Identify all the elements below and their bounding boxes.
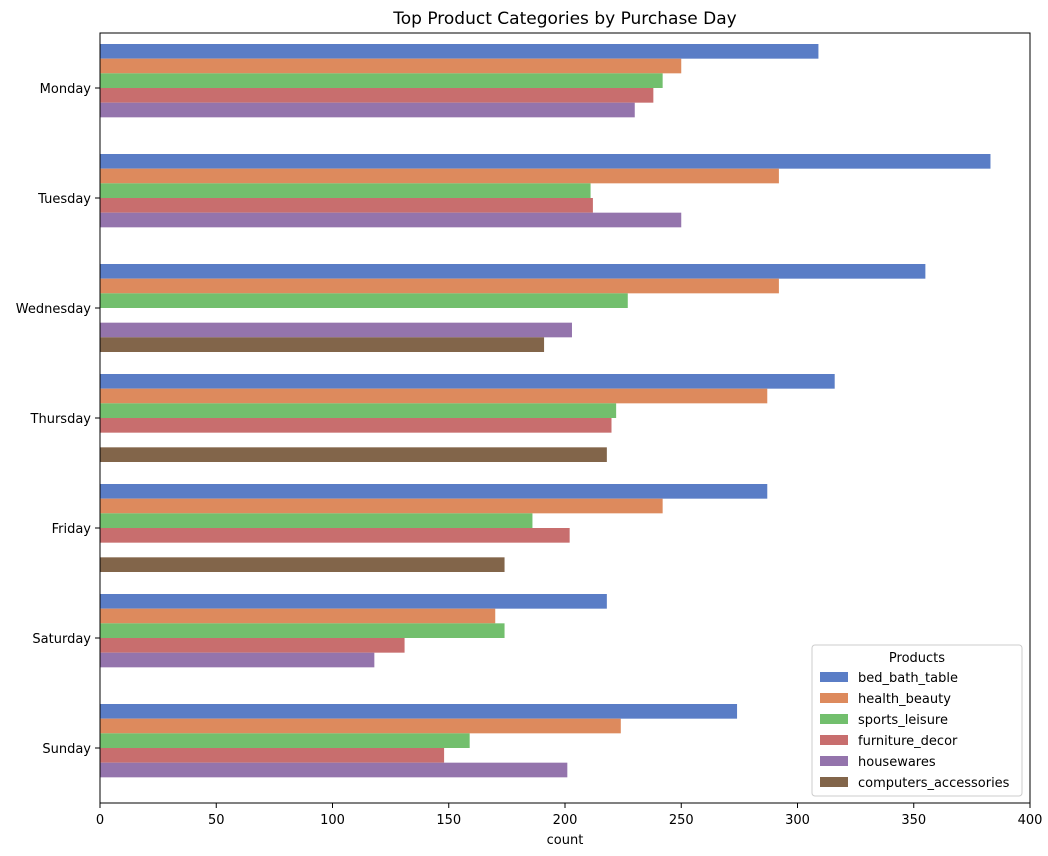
legend-entry: furniture_decor <box>858 734 958 749</box>
legend-swatch <box>820 756 848 766</box>
y-tick-label: Friday <box>52 522 92 537</box>
y-tick-label: Saturday <box>32 632 91 647</box>
bar-thursday-health-beauty <box>100 388 768 404</box>
x-tick-label: 0 <box>96 813 104 828</box>
bar-wednesday-housewares <box>100 322 572 338</box>
bar-monday-sports-leisure <box>100 73 663 88</box>
bar-monday-furniture-decor <box>100 88 654 103</box>
bar-tuesday-sports-leisure <box>100 183 591 198</box>
legend-title: Products <box>889 651 945 666</box>
bar-saturday-health-beauty <box>100 608 496 624</box>
x-tick-label: 400 <box>1018 813 1043 828</box>
x-tick-label: 350 <box>901 813 926 828</box>
x-axis: 0 50 100 150 200 250 300 350 400 <box>96 803 1043 828</box>
bar-saturday-furniture-decor <box>100 638 405 653</box>
legend: Products bed_bath_table health_beautysport… <box>811 644 1023 797</box>
bar-thursday-furniture-decor <box>100 418 612 433</box>
y-tick-label: Tuesday <box>37 192 91 207</box>
bar-saturday-bed-bath-table <box>100 594 607 609</box>
legend-swatch <box>820 714 848 724</box>
bar-monday-housewares <box>100 102 635 118</box>
y-tick-label: Sunday <box>42 742 91 757</box>
x-axis-label: count <box>547 833 584 848</box>
bar-tuesday-health-beauty <box>100 168 779 184</box>
bar-friday-bed-bath-table <box>100 484 768 499</box>
bar-sunday-health-beauty <box>100 718 621 734</box>
bar-thursday-bed-bath-table <box>100 374 835 389</box>
bar-thursday-sports-leisure <box>100 403 617 418</box>
bar-friday-computers-accessories <box>100 557 505 572</box>
bar-sunday-bed-bath-table <box>100 704 738 719</box>
bar-saturday-housewares <box>100 652 375 668</box>
x-tick-label: 300 <box>785 813 810 828</box>
y-tick-label: Monday <box>40 82 92 97</box>
bars-layer <box>100 44 991 778</box>
legend-entry: health_beauty <box>858 692 951 707</box>
x-tick-label: 50 <box>208 813 225 828</box>
x-tick-label: 250 <box>669 813 694 828</box>
chart-title: Top Product Categories by Purchase Day <box>392 9 737 29</box>
legend-entry: bed_bath_table <box>858 671 958 686</box>
legend-swatch <box>820 672 848 682</box>
x-tick-label: 100 <box>320 813 345 828</box>
bar-sunday-sports-leisure <box>100 733 470 748</box>
bar-wednesday-health-beauty <box>100 278 779 294</box>
legend-box <box>811 644 1023 797</box>
legend-entry: computers_accessories <box>858 776 1010 791</box>
bar-monday-bed-bath-table <box>100 44 819 59</box>
legend-swatch <box>820 693 848 703</box>
y-tick-label: Wednesday <box>16 302 92 317</box>
y-tick-label: Thursday <box>30 412 92 427</box>
bar-tuesday-housewares <box>100 212 682 228</box>
bar-sunday-housewares <box>100 762 568 778</box>
bar-wednesday-bed-bath-table <box>100 264 926 279</box>
bar-friday-sports-leisure <box>100 513 533 528</box>
bar-friday-health-beauty <box>100 498 663 514</box>
legend-swatch <box>820 735 848 745</box>
bar-thursday-computers-accessories <box>100 447 607 462</box>
legend-entry: sports_leisure <box>858 713 948 728</box>
bar-sunday-furniture-decor <box>100 748 445 763</box>
x-tick-label: 150 <box>436 813 461 828</box>
bar-saturday-sports-leisure <box>100 623 505 638</box>
bar-friday-furniture-decor <box>100 528 570 543</box>
y-axis: Monday Tuesday Wednesday Thursday Friday Satu… <box>16 82 100 757</box>
bar-wednesday-sports-leisure <box>100 293 628 308</box>
legend-swatch <box>820 777 848 787</box>
x-tick-label: 200 <box>553 813 578 828</box>
legend-entry: housewares <box>858 755 936 770</box>
bar-monday-health-beauty <box>100 58 682 74</box>
bar-tuesday-furniture-decor <box>100 198 593 213</box>
bar-tuesday-bed-bath-table <box>100 154 991 169</box>
bar-wednesday-computers-accessories <box>100 337 545 352</box>
